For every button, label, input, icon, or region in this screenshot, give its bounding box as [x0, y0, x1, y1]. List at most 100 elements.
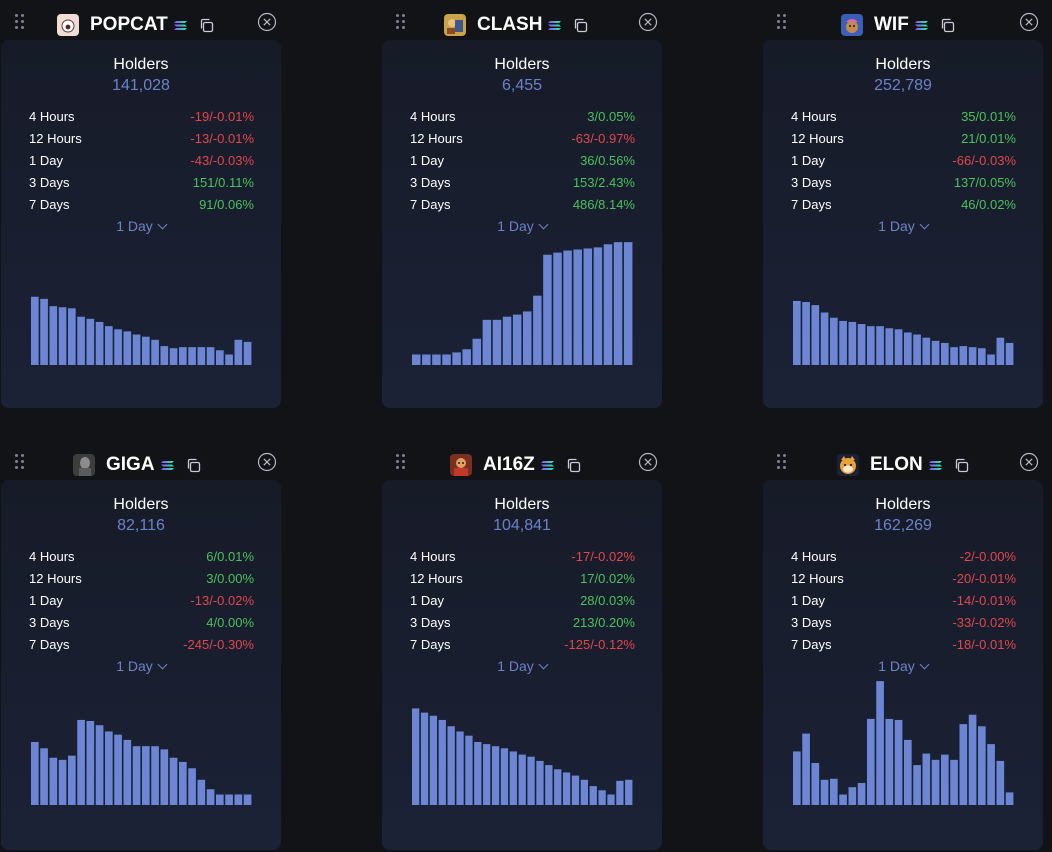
- stat-period-label: 1 Day: [29, 152, 63, 168]
- copy-icon[interactable]: [573, 18, 588, 33]
- chart-bar: [950, 347, 958, 365]
- chart-bar: [867, 718, 875, 805]
- close-icon[interactable]: [1019, 452, 1039, 472]
- chart-bar: [913, 765, 921, 805]
- copy-icon[interactable]: [954, 458, 969, 473]
- chart-bar: [536, 760, 544, 805]
- solana-icon: [928, 460, 942, 470]
- chart-bar: [607, 794, 615, 805]
- holder-change-stats: 4 Hours -19/-0.01% 12 Hours -13/-0.01% 1 Day…: [29, 106, 254, 215]
- drag-handle-icon[interactable]: [396, 454, 406, 472]
- chart-bar: [58, 759, 67, 805]
- chart-bar: [452, 352, 461, 365]
- period-dropdown[interactable]: 1 Day: [763, 658, 1043, 674]
- card-header: GIGA: [1, 440, 281, 490]
- close-icon[interactable]: [638, 452, 658, 472]
- period-dropdown[interactable]: 1 Day: [1, 658, 281, 674]
- stat-change-value: 36/0.56%: [580, 152, 635, 168]
- period-selected-value: 1 Day: [116, 218, 153, 234]
- stat-period-label: 3 Days: [29, 614, 70, 630]
- drag-handle-icon[interactable]: [777, 14, 787, 32]
- stat-change-value: 486/8.14%: [572, 196, 635, 212]
- chart-bar: [580, 779, 588, 805]
- wif-avatar-icon: [841, 14, 863, 36]
- stat-change-value: 3/0.00%: [206, 571, 254, 587]
- drag-handle-icon[interactable]: [15, 14, 25, 32]
- close-icon[interactable]: [257, 452, 277, 472]
- drag-handle-icon[interactable]: [396, 14, 406, 32]
- chart-bar: [848, 321, 857, 365]
- copy-icon[interactable]: [566, 458, 581, 473]
- chart-bar: [931, 759, 940, 805]
- stat-period-label: 7 Days: [791, 196, 832, 212]
- chart-bar: [913, 334, 921, 365]
- holder-change-stats: 4 Hours -17/-0.02% 12 Hours 17/0.02% 1 Day 28…: [410, 546, 635, 655]
- stat-period-label: 1 Day: [791, 152, 825, 168]
- stat-row: 3 Days -33/-0.02%: [791, 611, 1016, 633]
- stat-change-value: 21/0.01%: [961, 131, 1016, 147]
- chart-bar: [571, 775, 580, 805]
- chart-bar: [465, 735, 473, 805]
- drag-handle-icon[interactable]: [777, 454, 787, 472]
- stat-row: 3 Days 137/0.05%: [791, 171, 1016, 193]
- card-header: ELON: [763, 440, 1043, 490]
- close-icon[interactable]: [1019, 12, 1039, 32]
- close-icon[interactable]: [638, 12, 658, 32]
- stat-row: 12 Hours -13/-0.01%: [29, 128, 254, 150]
- title-row: CLASH: [444, 12, 588, 38]
- chart-bar: [188, 347, 196, 365]
- stat-row: 4 Hours 6/0.01%: [29, 546, 254, 568]
- stat-period-label: 7 Days: [791, 636, 832, 652]
- chart-bar: [206, 347, 215, 365]
- period-dropdown[interactable]: 1 Day: [382, 218, 662, 234]
- period-selected-value: 1 Day: [878, 218, 915, 234]
- chart-bar: [151, 339, 159, 365]
- chart-bar: [996, 760, 1005, 805]
- copy-icon[interactable]: [199, 18, 214, 33]
- chart-bar: [49, 306, 58, 365]
- period-dropdown[interactable]: 1 Day: [1, 218, 281, 234]
- chart-bar: [95, 725, 104, 805]
- chart-bar: [820, 779, 829, 805]
- card-header: POPCAT: [1, 0, 281, 50]
- stat-change-value: -19/-0.01%: [190, 109, 254, 125]
- title-row: ELON: [837, 452, 969, 478]
- chart-bar: [811, 305, 820, 365]
- stat-period-label: 1 Day: [410, 152, 444, 168]
- chart-bar: [793, 751, 801, 805]
- chart-bar: [941, 754, 949, 805]
- stat-row: 12 Hours -20/-0.01%: [791, 568, 1016, 590]
- stat-period-label: 12 Hours: [791, 131, 844, 147]
- period-dropdown[interactable]: 1 Day: [382, 658, 662, 674]
- chart-bar: [876, 681, 884, 805]
- stat-row: 7 Days -245/-0.30%: [29, 633, 254, 655]
- chart-bar: [472, 338, 482, 365]
- stat-row: 4 Hours 35/0.01%: [791, 106, 1016, 128]
- chart-bar: [968, 347, 977, 365]
- stat-change-value: 4/0.00%: [206, 614, 254, 630]
- card-header: AI16Z: [382, 440, 662, 490]
- chart-bar: [931, 340, 940, 365]
- stat-period-label: 1 Day: [791, 592, 825, 608]
- token-card-clash: CLASH: [382, 0, 662, 410]
- period-dropdown[interactable]: 1 Day: [763, 218, 1043, 234]
- chart-bar: [523, 311, 532, 365]
- chart-bar: [412, 708, 420, 805]
- holders-count: 104,841: [493, 517, 551, 534]
- chart-bar: [225, 354, 233, 365]
- chart-bar: [553, 252, 562, 365]
- close-icon[interactable]: [257, 12, 277, 32]
- stat-period-label: 4 Hours: [410, 549, 456, 565]
- stat-row: 12 Hours -63/-0.97%: [410, 128, 635, 150]
- holders-bar-chart: [412, 708, 633, 805]
- holders-label: Holders: [494, 496, 550, 513]
- drag-handle-icon[interactable]: [15, 454, 25, 472]
- stat-period-label: 12 Hours: [791, 571, 844, 587]
- stat-row: 7 Days 91/0.06%: [29, 193, 254, 215]
- period-selected-value: 1 Day: [878, 658, 915, 674]
- stat-change-value: 28/0.03%: [580, 592, 635, 608]
- solana-icon: [540, 460, 554, 470]
- copy-icon[interactable]: [186, 458, 201, 473]
- copy-icon[interactable]: [940, 18, 955, 33]
- stat-row: 7 Days 46/0.02%: [791, 193, 1016, 215]
